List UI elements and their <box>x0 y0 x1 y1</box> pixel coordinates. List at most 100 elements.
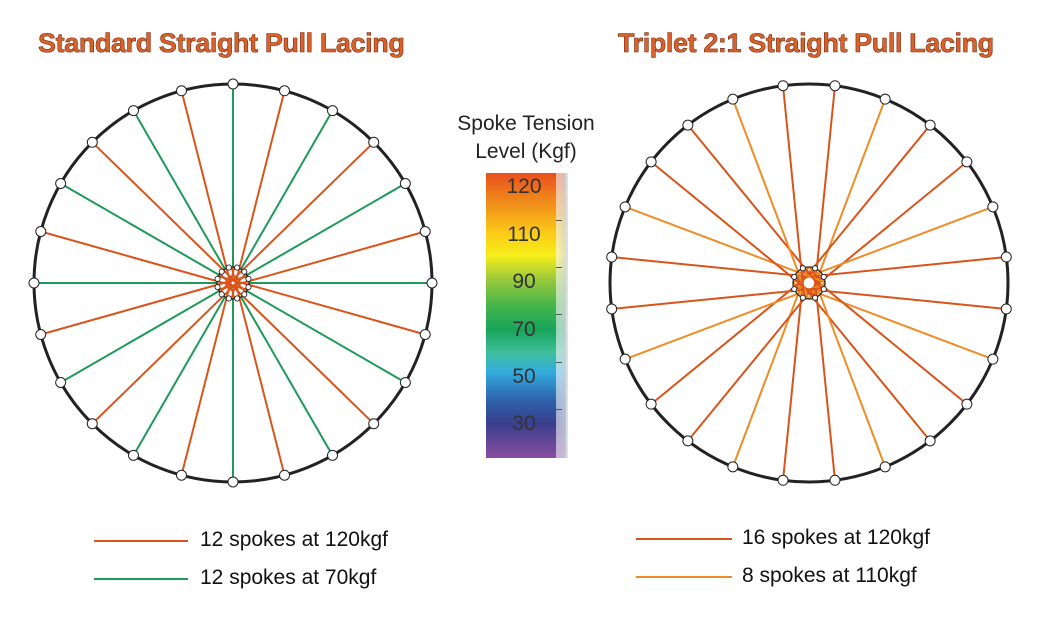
hub-hole <box>241 291 248 298</box>
tension-scale-title-line1: Spoke Tension <box>457 112 595 135</box>
spoke <box>611 286 825 310</box>
spoke <box>812 267 836 481</box>
spoke <box>230 90 286 300</box>
spoke <box>60 290 220 384</box>
hub <box>792 266 826 300</box>
hub-hole <box>218 268 225 275</box>
nipple-hole <box>606 251 618 263</box>
hub-hole <box>214 284 221 291</box>
spoke <box>132 110 226 270</box>
spoke <box>60 182 220 276</box>
tension-scale-title-line2: Level (Kgf) <box>475 140 577 163</box>
nipple-hole <box>606 303 618 315</box>
hub-hole <box>245 275 252 282</box>
spoke <box>219 141 375 293</box>
legend-label: 12 spokes at 120kgf <box>200 528 388 551</box>
spoke <box>240 296 334 456</box>
nipple-hole <box>399 377 411 388</box>
spoke <box>218 230 426 291</box>
legend-swatch-light-orange <box>636 576 732 578</box>
tension-color-scale <box>486 173 566 458</box>
nipple-hole <box>175 469 187 481</box>
hub-hole <box>820 273 827 280</box>
hub-hole <box>812 265 819 272</box>
legend-label: 16 spokes at 120kgf <box>742 526 930 549</box>
legend-swatch-green <box>94 578 188 580</box>
hub-hole <box>791 286 798 293</box>
spoke <box>687 274 824 442</box>
nipple-hole <box>961 156 973 168</box>
nipple-hole <box>987 353 999 365</box>
spoke <box>624 282 826 361</box>
hub-hole <box>241 268 248 275</box>
scale-tick-label: 70 <box>512 318 536 341</box>
nipple-hole <box>619 353 631 365</box>
nipple-hole <box>175 85 187 97</box>
spoke <box>624 205 826 284</box>
hub-hole <box>245 284 252 291</box>
nipple-hole <box>35 225 47 237</box>
nipple-hole <box>727 93 739 105</box>
hub-hole <box>799 294 806 301</box>
spoke <box>794 124 931 292</box>
nipple-hole <box>279 85 291 97</box>
nipple-hole <box>619 201 631 213</box>
scale-tick-label: 110 <box>507 223 541 246</box>
nipple-hole <box>727 461 739 473</box>
nipple-hole <box>682 119 694 131</box>
tension-scale-title: Spoke Tension Level (Kgf) <box>440 110 612 166</box>
right-wheel <box>606 80 1012 486</box>
spoke <box>246 290 406 384</box>
legend-label: 8 spokes at 110kgf <box>742 564 917 587</box>
nipple-hole <box>777 80 789 92</box>
nipple-hole <box>227 78 239 90</box>
nipple-hole <box>924 119 936 131</box>
nipple-hole <box>327 449 338 461</box>
nipple-hole <box>227 476 239 488</box>
nipple-hole <box>987 201 999 213</box>
scale-tick-mark <box>556 267 562 268</box>
nipple-hole <box>924 435 936 447</box>
nipple-hole <box>368 136 380 148</box>
spoke <box>650 161 818 298</box>
nipple-hole <box>829 474 841 486</box>
spoke <box>792 205 994 284</box>
nipple-hole <box>961 398 973 410</box>
right-wheel-title: Triplet 2:1 Straight Pull Lacing <box>618 28 995 59</box>
hub-hole <box>234 264 241 271</box>
nipple-hole <box>829 80 841 92</box>
nipple-hole <box>35 329 47 341</box>
spoke <box>793 256 1007 280</box>
spoke <box>792 282 994 361</box>
nipple-hole <box>645 156 657 168</box>
spoke <box>731 98 810 300</box>
scale-tick-mark <box>556 314 562 315</box>
legend-swatch-orange-red <box>636 538 732 540</box>
spoke <box>40 230 248 291</box>
scale-tick-mark <box>556 409 562 410</box>
nipple-hole <box>128 105 139 117</box>
spoke <box>800 268 968 405</box>
spoke <box>808 98 887 300</box>
scale-tick-mark <box>556 220 562 221</box>
nipple-hole <box>645 398 657 410</box>
nipple-hole <box>777 474 789 486</box>
scale-tick-mark <box>556 362 562 363</box>
spoke <box>132 296 226 456</box>
legend-label: 12 spokes at 70kgf <box>200 566 377 589</box>
nipple-hole <box>1000 251 1012 263</box>
nipple-hole <box>399 178 411 189</box>
nipple-hole <box>86 136 98 148</box>
spoke <box>246 182 406 276</box>
hub <box>216 266 250 300</box>
nipple-hole <box>1000 303 1012 315</box>
hub-hole <box>812 294 819 301</box>
spoke <box>91 273 247 425</box>
hub-hole <box>225 264 232 271</box>
nipple-hole <box>55 377 67 388</box>
spoke <box>782 85 806 299</box>
spoke <box>240 110 334 270</box>
nipple-hole <box>879 461 891 473</box>
nipple-hole <box>327 105 338 117</box>
